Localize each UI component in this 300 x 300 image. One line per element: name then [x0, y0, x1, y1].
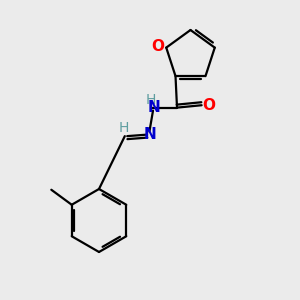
- Text: N: N: [148, 100, 160, 115]
- Text: O: O: [202, 98, 216, 113]
- Text: N: N: [144, 127, 157, 142]
- Text: H: H: [119, 121, 129, 135]
- Text: O: O: [151, 39, 164, 54]
- Text: H: H: [146, 92, 156, 106]
